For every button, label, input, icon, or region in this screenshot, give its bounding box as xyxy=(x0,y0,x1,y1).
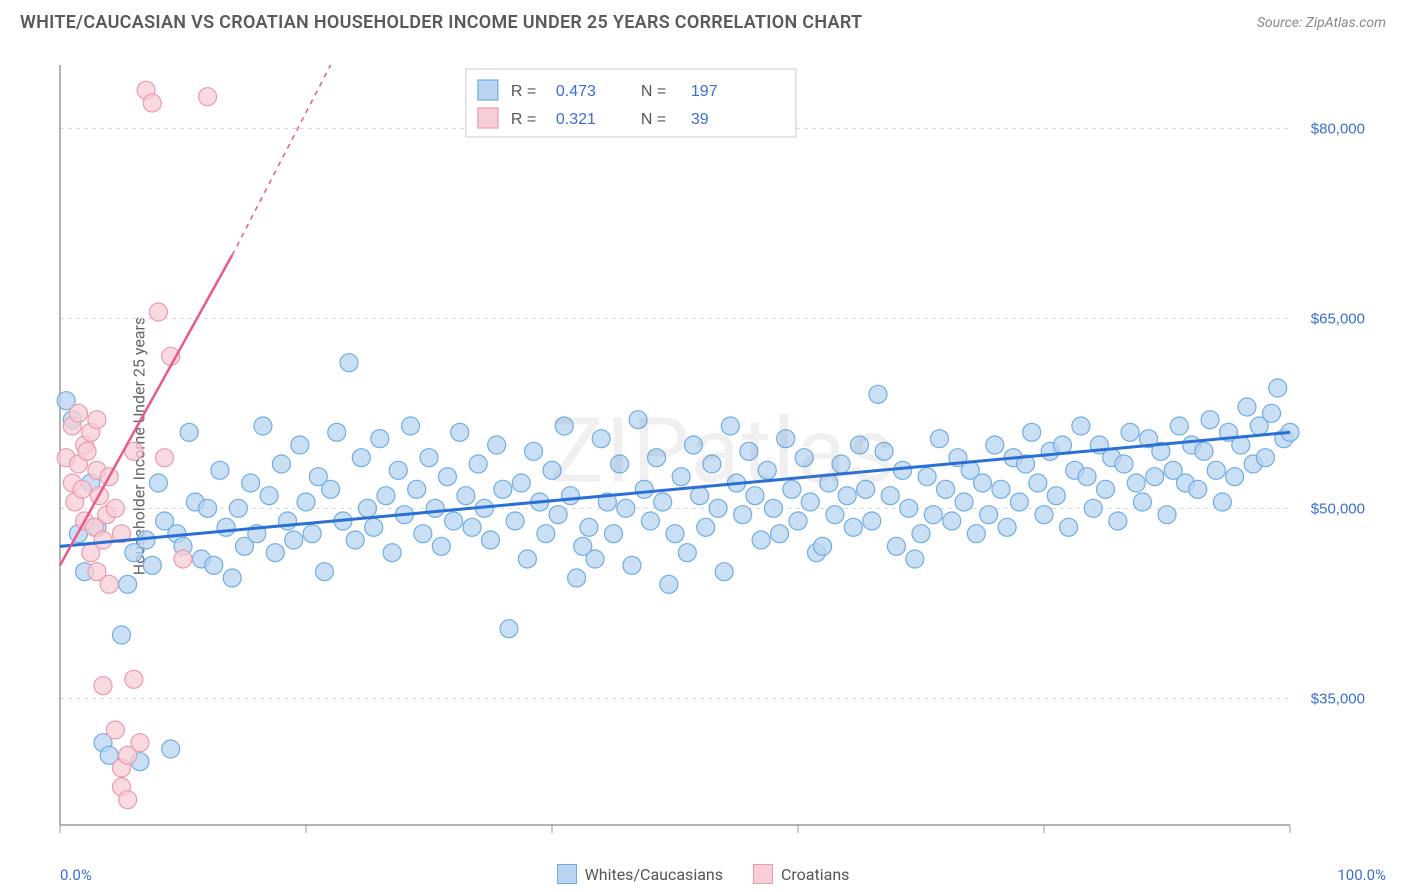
legend-item-croatians: Croatians xyxy=(753,864,849,884)
legend-label-whites: Whites/Caucasians xyxy=(585,865,723,884)
chart-plot-area: $35,000 $50,000 $65,000 $80,000 R = 0.473 N = 1… xyxy=(50,55,1396,847)
svg-text:39: 39 xyxy=(691,111,709,128)
svg-text:R =: R = xyxy=(511,83,536,100)
svg-text:$35,000: $35,000 xyxy=(1311,690,1365,707)
chart-source: Source: ZipAtlas.com xyxy=(1257,15,1386,31)
legend-swatch-croatians xyxy=(753,864,773,884)
chart-title: WHITE/CAUCASIAN VS CROATIAN HOUSEHOLDER … xyxy=(20,12,862,33)
svg-text:$50,000: $50,000 xyxy=(1311,500,1365,517)
legend-swatch-whites xyxy=(557,864,577,884)
svg-text:$65,000: $65,000 xyxy=(1311,310,1365,327)
legend-item-whites: Whites/Caucasians xyxy=(557,864,723,884)
chart-header: WHITE/CAUCASIAN VS CROATIAN HOUSEHOLDER … xyxy=(0,0,1406,41)
bottom-legend: Whites/Caucasians Croatians xyxy=(0,864,1406,884)
svg-text:N =: N = xyxy=(641,83,666,100)
svg-text:R =: R = xyxy=(511,111,536,128)
svg-text:$80,000: $80,000 xyxy=(1311,120,1365,137)
svg-text:197: 197 xyxy=(691,83,718,100)
svg-text:0.473: 0.473 xyxy=(556,83,596,100)
svg-text:N =: N = xyxy=(641,111,666,128)
legend-label-croatians: Croatians xyxy=(781,865,849,884)
svg-text:0.321: 0.321 xyxy=(556,111,596,128)
scatter-svg: $35,000 $50,000 $65,000 $80,000 R = 0.473 N = 1… xyxy=(50,55,1380,835)
